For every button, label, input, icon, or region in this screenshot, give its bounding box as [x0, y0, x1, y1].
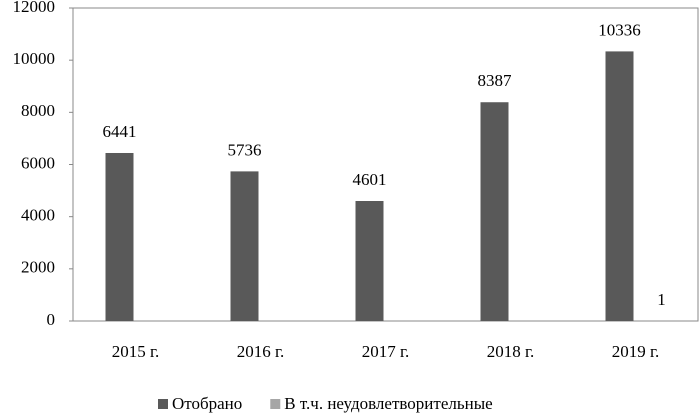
- legend-swatch: [158, 399, 168, 409]
- y-tick-label: 2000: [21, 258, 55, 277]
- data-label: 1: [657, 290, 666, 309]
- x-tick-label: 2017 г.: [362, 342, 410, 361]
- bar: [480, 102, 509, 322]
- bar: [605, 51, 634, 321]
- legend-swatch: [270, 399, 281, 409]
- y-tick-label: 8000: [21, 101, 55, 120]
- data-label: 10336: [598, 20, 641, 39]
- data-label: 4601: [353, 170, 387, 189]
- data-label: 6441: [103, 122, 137, 141]
- bar: [355, 200, 384, 321]
- y-tick-label: 0: [47, 310, 56, 329]
- bar: [105, 152, 134, 321]
- y-tick-label: 6000: [21, 153, 55, 172]
- bar: [230, 171, 259, 321]
- x-tick-label: 2018 г.: [487, 342, 535, 361]
- legend-label: Отобрано: [172, 394, 242, 413]
- y-tick-label: 10000: [13, 49, 56, 68]
- x-tick-label: 2015 г.: [112, 342, 160, 361]
- x-tick-label: 2019 г.: [612, 342, 660, 361]
- legend-label: В т.ч. неудовлетворительные: [284, 394, 492, 413]
- data-label: 8387: [478, 71, 513, 90]
- y-tick-label: 4000: [21, 206, 55, 225]
- plot-frame: [72, 7, 699, 322]
- data-label: 5736: [228, 140, 262, 159]
- y-tick-label: 12000: [13, 0, 56, 16]
- x-tick-label: 2016 г.: [237, 342, 285, 361]
